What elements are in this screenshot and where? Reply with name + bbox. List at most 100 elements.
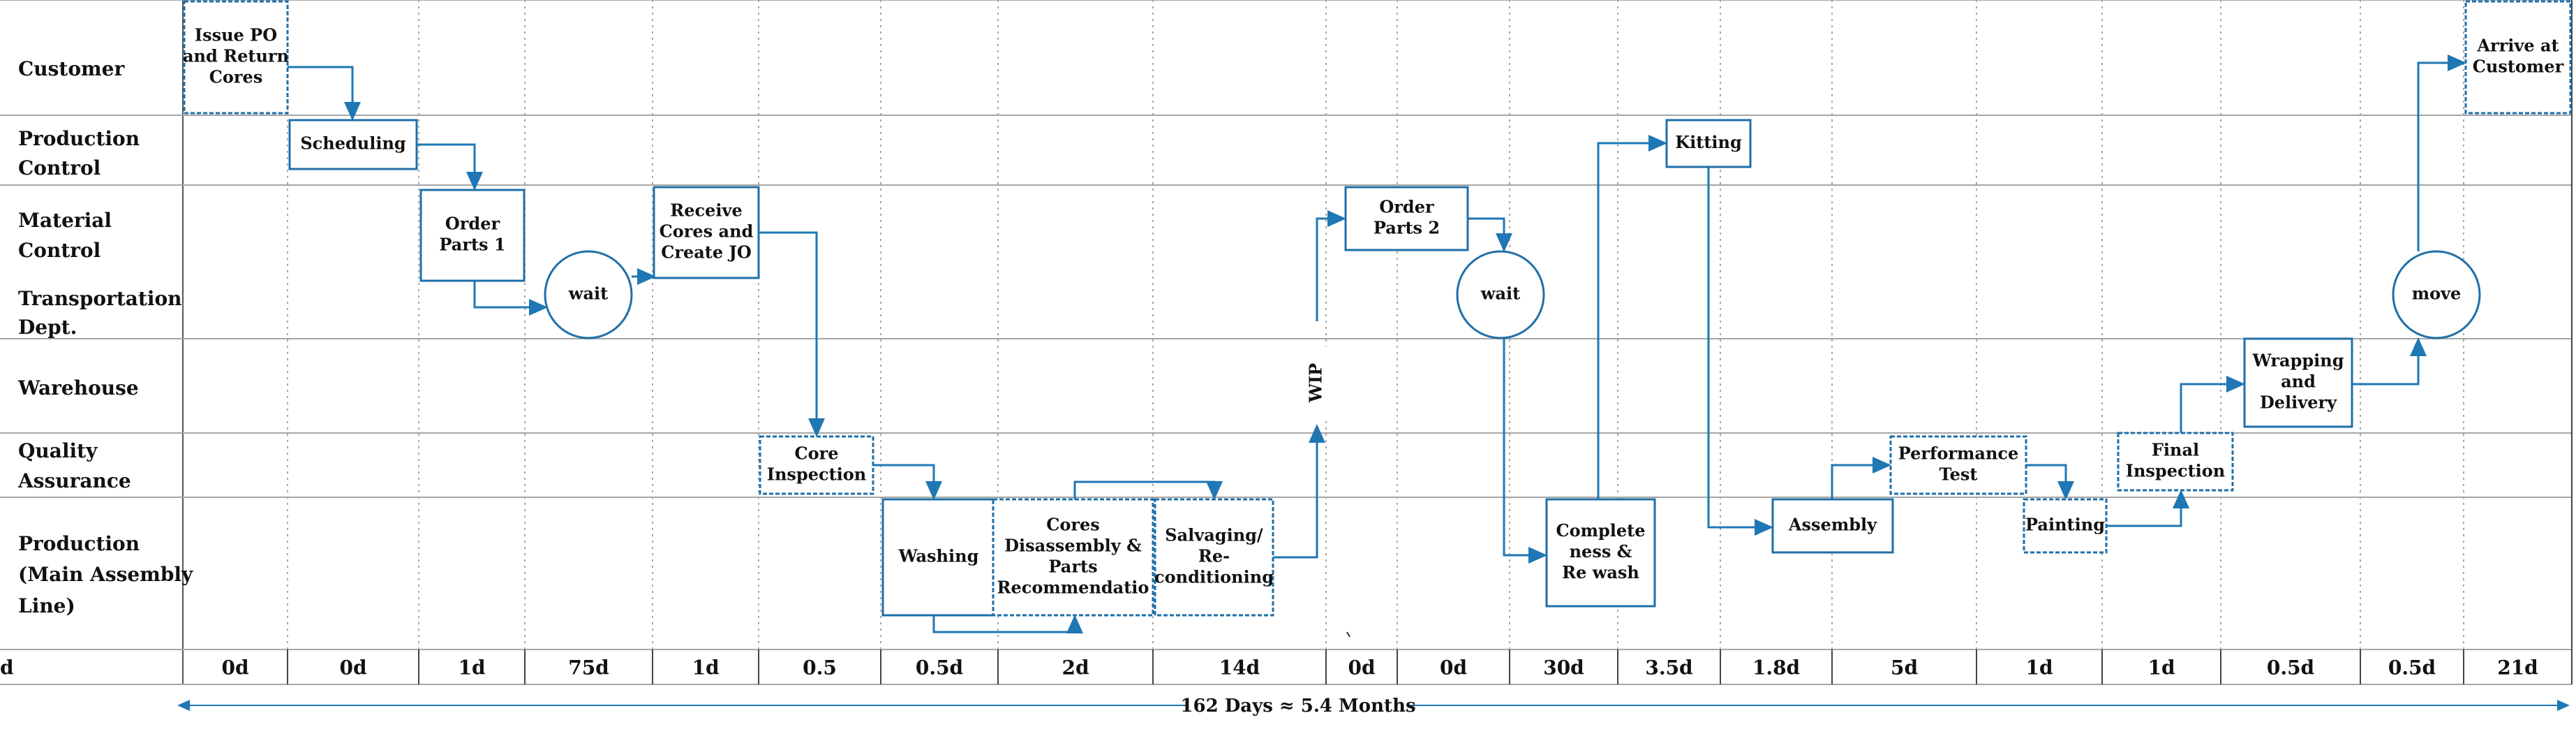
step-label: Disassembly & [1004, 536, 1142, 556]
step-circle [544, 250, 633, 339]
arrow-wrapping-move [2352, 337, 2427, 386]
duration-cell: 0.5d [2267, 656, 2314, 680]
step-label: Inspection [767, 464, 867, 485]
wip-bg [1303, 346, 1331, 419]
step-label: Scheduling [300, 133, 406, 154]
step-box [2117, 432, 2234, 492]
arrow-washing-disassembly [932, 615, 1083, 633]
step-label: Washing [898, 546, 979, 566]
arrow-order2-wait2 [1468, 217, 1512, 252]
step-circle [1456, 250, 1545, 339]
step-label: Test [1940, 464, 1978, 485]
step-label: Cores and [660, 221, 754, 242]
lane-label-quality: Assurance [17, 469, 131, 492]
step-box [1545, 498, 1656, 608]
step-label: Painting [2025, 515, 2105, 535]
arrow-move-arrive [2417, 54, 2466, 251]
step-label: Parts 1 [439, 235, 505, 255]
step-label: wait [1480, 284, 1520, 304]
arrow-wip-order2 [1316, 210, 1346, 321]
step-label: Re- [1198, 546, 1230, 566]
arrow-completeness-kitting [1597, 135, 1667, 499]
duration-cell: 0d [339, 656, 366, 680]
step-painting: Painting [2023, 498, 2108, 554]
step-box [288, 119, 418, 170]
duration-cell: 75d [568, 656, 609, 680]
arrow-finalinsp-wrapping [2180, 376, 2245, 433]
step-label: Receive [670, 200, 742, 221]
step-label: Issue PO [195, 25, 277, 45]
step-box [759, 435, 874, 495]
duration-cell: 1d [692, 656, 719, 680]
step-kitting: Kitting [1665, 119, 1752, 168]
lane-label-production_control: Control [18, 156, 100, 179]
arrow-salvaging-wip [1273, 424, 1325, 559]
step-box [653, 186, 760, 279]
step-label: wait [568, 284, 608, 304]
duration-cell: 0.5d [2388, 656, 2436, 680]
lane-label-transportation: Dept. [18, 316, 77, 339]
wip-label: WIP [1306, 363, 1326, 403]
duration-cell: 1.8d [1752, 656, 1800, 680]
arrow-perftest-painting [2026, 464, 2074, 500]
lane-label-warehouse: Warehouse [17, 376, 139, 399]
lane-label-production: Production [18, 532, 140, 555]
step-label: Cores [1046, 515, 1100, 535]
step-label: Core [794, 443, 838, 464]
step-salvaging: Salvaging/Re-conditioning [1154, 498, 1274, 617]
step-label: Parts [1048, 557, 1097, 577]
lane-label-customer: Customer [18, 57, 125, 80]
step-circle [2392, 250, 2481, 339]
arrow-painting-finalinsp [2106, 490, 2189, 527]
step-label: Re wash [1562, 562, 1639, 582]
step-assembly: Assembly [1771, 498, 1894, 554]
step-box [1154, 498, 1274, 617]
step-label: Final [2152, 440, 2199, 460]
step-label: Create JO [661, 242, 752, 263]
step-label: Parts 2 [1373, 218, 1440, 238]
arrow-coreinsp-washing [873, 464, 942, 500]
duration-cell: 5d [1891, 656, 1918, 680]
lane-label-production: Line) [18, 594, 75, 617]
step-box [1771, 498, 1894, 554]
step-label: Kitting [1675, 132, 1742, 152]
arrow-assembly-perftest [1831, 457, 1891, 499]
lane-label-production: (Main Assembly [18, 563, 193, 586]
arrow-kitting-assembly [1707, 167, 1773, 536]
step-box [2464, 0, 2572, 115]
duration-cell: 0d [221, 656, 248, 680]
step-box [2243, 337, 2353, 428]
step-label: Performance [1898, 443, 2019, 464]
step-box [419, 189, 526, 282]
lane-labels: Customer Production Control Material Control… [17, 57, 193, 617]
step-label: and [2281, 372, 2316, 392]
step-wait-1: wait [544, 250, 633, 339]
step-label: Recommendatio [997, 578, 1149, 598]
flow-arrows [288, 54, 2466, 638]
step-label: Assembly [1788, 515, 1877, 535]
step-box [1889, 435, 2027, 495]
lane-label-transportation: Transportation [18, 287, 182, 310]
step-wait-2: wait [1456, 250, 1545, 339]
duration-cell: 1d [458, 656, 485, 680]
step-box [1344, 186, 1469, 251]
duration-cell: 21d [2497, 656, 2538, 680]
step-label: move [2412, 284, 2462, 304]
lane-label-material_control: Material [18, 209, 112, 232]
step-move: move [2392, 250, 2481, 339]
duration-cell: 0.5 [803, 656, 837, 680]
duration-cell: 30d [1543, 656, 1584, 680]
lane-label-quality: Quality [18, 439, 98, 462]
step-box [992, 498, 1154, 617]
step-box [2023, 498, 2108, 554]
duration-cell: 0.5d [916, 656, 963, 680]
